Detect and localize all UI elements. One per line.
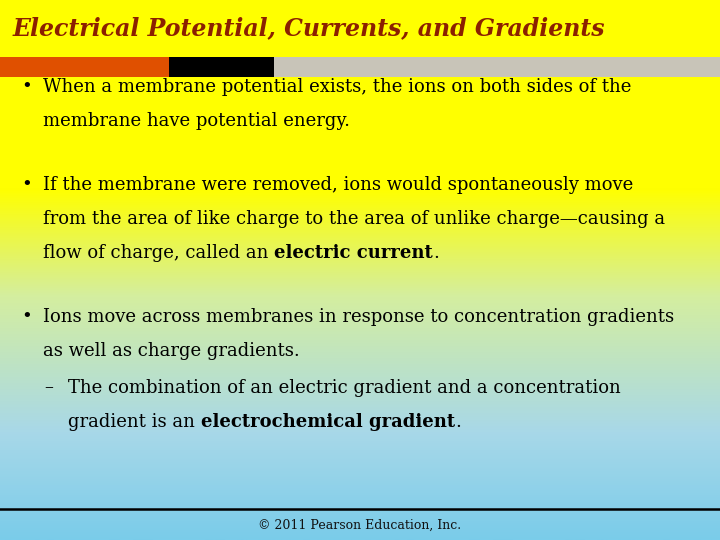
Text: Ions move across membranes in response to concentration gradients: Ions move across membranes in response t… — [43, 308, 675, 326]
Text: •: • — [22, 176, 32, 194]
Bar — [0, 0, 720, 57]
Bar — [274, 57, 720, 77]
Text: .: . — [433, 244, 439, 262]
Text: © 2011 Pearson Education, Inc.: © 2011 Pearson Education, Inc. — [258, 518, 462, 531]
Bar — [0, 57, 169, 77]
Text: flow of charge, called an: flow of charge, called an — [43, 244, 274, 262]
Text: membrane have potential energy.: membrane have potential energy. — [43, 112, 350, 130]
Text: from the area of like charge to the area of unlike charge—causing a: from the area of like charge to the area… — [43, 210, 665, 228]
Text: .: . — [455, 413, 461, 430]
Text: When a membrane potential exists, the ions on both sides of the: When a membrane potential exists, the io… — [43, 78, 631, 96]
Text: The combination of an electric gradient and a concentration: The combination of an electric gradient … — [68, 379, 621, 396]
Bar — [169, 57, 274, 77]
Text: •: • — [22, 308, 32, 326]
Text: •: • — [22, 78, 32, 96]
Text: as well as charge gradients.: as well as charge gradients. — [43, 342, 300, 360]
Text: electrochemical gradient: electrochemical gradient — [201, 413, 455, 430]
Text: Electrical Potential, Currents, and Gradients: Electrical Potential, Currents, and Grad… — [13, 16, 606, 40]
Text: gradient is an: gradient is an — [68, 413, 201, 430]
Text: –: – — [45, 379, 53, 396]
Text: electric current: electric current — [274, 244, 433, 262]
Text: If the membrane were removed, ions would spontaneously move: If the membrane were removed, ions would… — [43, 176, 634, 194]
